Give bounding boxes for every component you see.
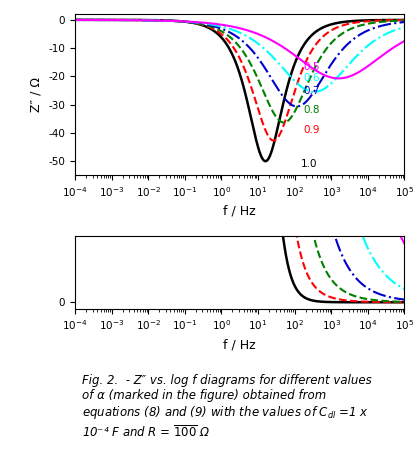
Text: 0.7: 0.7 — [303, 85, 319, 96]
X-axis label: f / Hz: f / Hz — [224, 204, 256, 218]
Text: Fig. 2.  - Z″ vs. log f diagrams for different values
of α (marked in the figure: Fig. 2. - Z″ vs. log f diagrams for diff… — [82, 374, 372, 440]
Text: 0.6: 0.6 — [303, 73, 319, 83]
Text: 0.9: 0.9 — [303, 125, 319, 135]
Y-axis label: Z″ / Ω: Z″ / Ω — [30, 77, 43, 112]
Text: 1.0: 1.0 — [301, 159, 318, 169]
Text: 0.8: 0.8 — [303, 105, 319, 115]
Text: 0.5: 0.5 — [303, 62, 319, 72]
X-axis label: f / Hz: f / Hz — [224, 338, 256, 351]
